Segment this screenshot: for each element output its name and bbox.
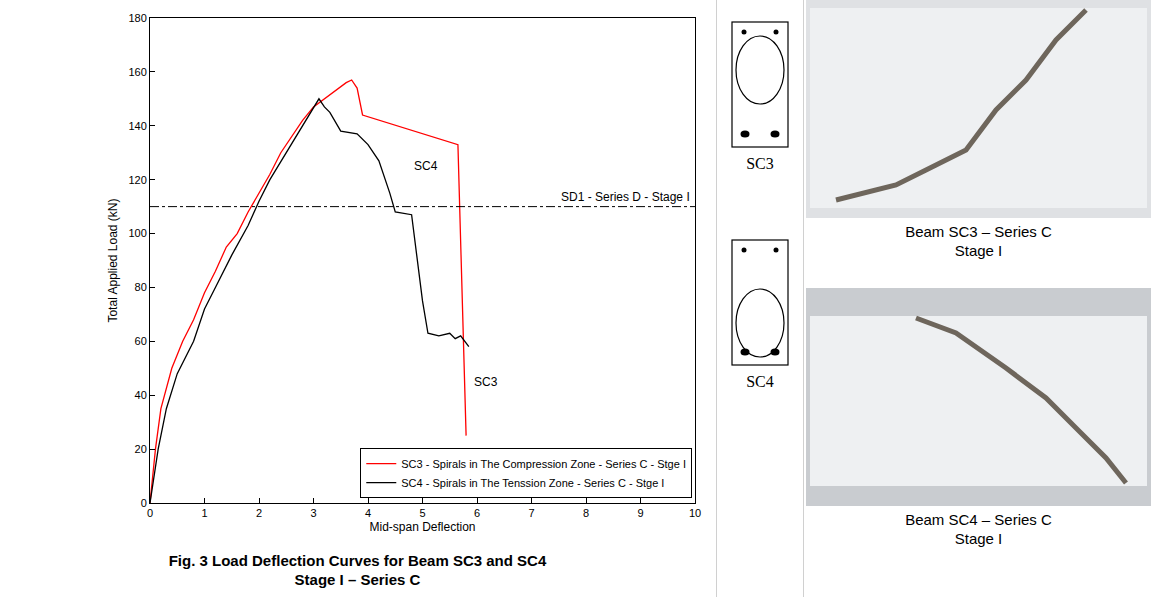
- svg-text:80: 80: [135, 281, 147, 293]
- svg-text:SD1 - Series D - Stage I: SD1 - Series D - Stage I: [561, 190, 690, 204]
- svg-text:SC4 - Spirals in The Tenssion: SC4 - Spirals in The Tenssion Zone - Ser…: [401, 477, 664, 489]
- svg-text:3: 3: [310, 507, 316, 519]
- svg-text:7: 7: [528, 507, 534, 519]
- svg-text:SC4: SC4: [414, 159, 438, 173]
- svg-text:SC3: SC3: [746, 155, 774, 172]
- svg-text:9: 9: [637, 507, 643, 519]
- svg-text:5: 5: [419, 507, 425, 519]
- svg-text:Total Applied Load (kN): Total Applied Load (kN): [106, 198, 120, 322]
- html-text:Fig. 3 Load Deflection Curves: Fig. 3 Load Deflection Curves for Beam S…: [168, 552, 547, 569]
- svg-text:0: 0: [141, 497, 147, 509]
- svg-text:120: 120: [128, 174, 146, 186]
- svg-text:SC4: SC4: [746, 373, 774, 390]
- svg-text:6: 6: [474, 507, 480, 519]
- svg-text:Mid-span Deflection: Mid-span Deflection: [369, 520, 475, 534]
- svg-text:140: 140: [128, 120, 146, 132]
- svg-text:10: 10: [689, 507, 701, 519]
- svg-text:20: 20: [135, 443, 147, 455]
- svg-text:160: 160: [128, 66, 146, 78]
- html-text:Beam SC3 – Series C: Beam SC3 – Series C: [905, 223, 1052, 240]
- svg-text:SC3: SC3: [474, 375, 498, 389]
- svg-text:1: 1: [201, 507, 207, 519]
- svg-text:2: 2: [256, 507, 262, 519]
- svg-text:60: 60: [135, 335, 147, 347]
- svg-text:40: 40: [135, 389, 147, 401]
- svg-text:100: 100: [128, 227, 146, 239]
- svg-text:8: 8: [583, 507, 589, 519]
- svg-text:0: 0: [147, 507, 153, 519]
- svg-text:180: 180: [128, 12, 146, 24]
- html-text:Stage I – Series C: Stage I – Series C: [294, 571, 421, 588]
- svg-text:4: 4: [365, 507, 371, 519]
- svg-text:SC3 - Spirals in The Compressi: SC3 - Spirals in The Compression Zone - …: [401, 458, 686, 470]
- html-text:Stage I: Stage I: [954, 530, 1003, 547]
- html-text:Beam SC4 – Series C: Beam SC4 – Series C: [905, 511, 1052, 528]
- html-text:Stage I: Stage I: [954, 242, 1003, 259]
